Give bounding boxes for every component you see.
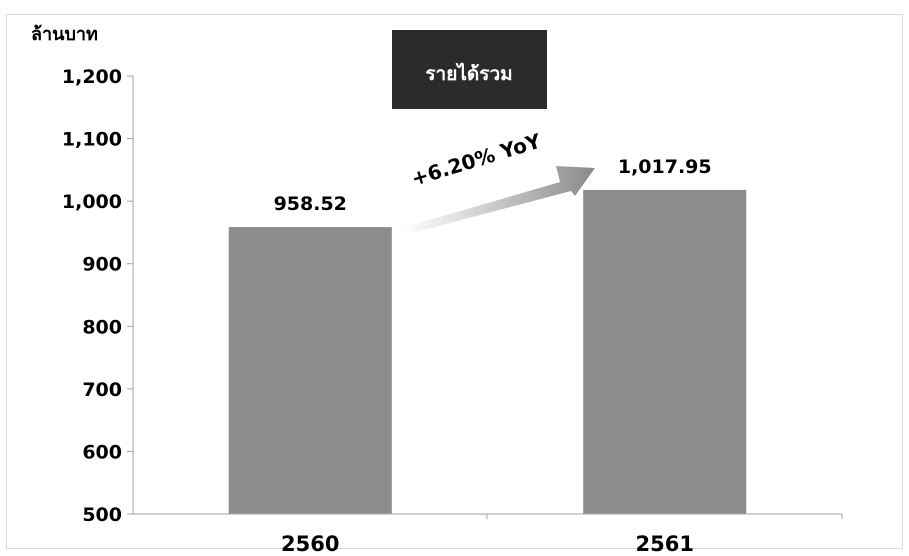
chart-title-box [392,30,547,109]
y-tick-label: 600 [82,441,122,463]
bar [228,227,392,515]
chart-frame [6,14,903,549]
data-labels: 958.52 1,017.95 [274,156,712,215]
y-tick-label: 1,000 [62,191,122,213]
growth-arrow [402,166,595,234]
y-tick-label: 500 [82,504,122,526]
y-tick-label: 1,100 [62,129,122,151]
x-axis-category-labels: 2560 2561 [281,532,694,556]
y-axis-unit-label: ล้านบาท [31,24,98,45]
y-tick-label: 1,200 [62,66,122,88]
x-category-label: 2561 [636,532,694,556]
y-tick-label: 700 [82,379,122,401]
y-tick-label: 900 [82,254,122,276]
chart-title: รายได้รวม [425,62,512,85]
y-tick-label: 800 [82,316,122,338]
bar-series [228,189,747,515]
x-category-label: 2560 [281,532,339,556]
growth-annotation: +6.20% YoY [408,129,544,191]
bar-value-label: 1,017.95 [618,156,712,178]
y-axis-ticks: 500 600 700 800 900 1,000 1,100 1,200 [62,66,133,526]
bar-value-label: 958.52 [274,193,347,215]
bar [583,189,747,514]
